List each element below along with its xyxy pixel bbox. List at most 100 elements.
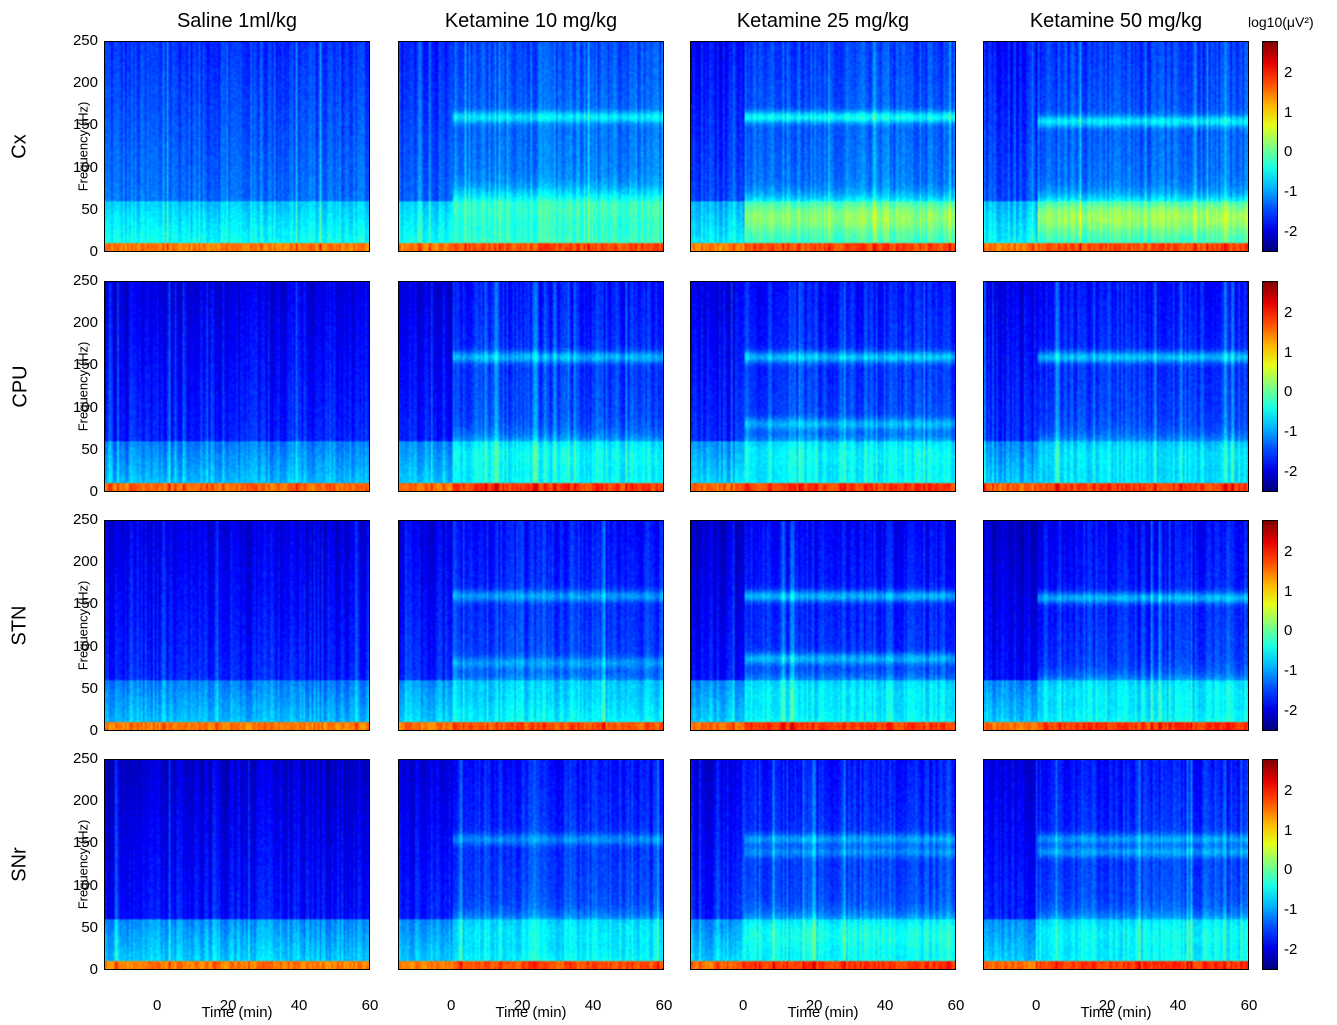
y-tick-label: 100 — [72, 158, 98, 176]
row-label: Cx — [0, 133, 40, 159]
y-tick-label: 50 — [81, 440, 98, 458]
x-axis-label: Time (min) — [787, 1004, 859, 1021]
spectrogram-canvas — [399, 42, 663, 251]
x-tick-label: 20 — [219, 997, 237, 1014]
x-tick-label: 0 — [1032, 997, 1041, 1014]
colorbar-tick-label: -2 — [1284, 223, 1298, 241]
colorbar-tick-label: -2 — [1284, 941, 1298, 959]
colorbar-tick-label: 1 — [1284, 343, 1293, 361]
spectrogram-canvas — [105, 42, 369, 251]
y-axis-label-text: Frequency (Hz) — [75, 819, 91, 909]
spectrogram-panel — [398, 281, 664, 492]
y-tick-label: 200 — [72, 74, 98, 92]
spectrogram-canvas — [399, 282, 663, 491]
spectrogram-panel — [690, 520, 956, 731]
y-tick-label: 50 — [81, 918, 98, 936]
x-tick-label: 60 — [1240, 997, 1258, 1014]
spectrogram-canvas — [691, 760, 955, 969]
x-tick-label: 0 — [447, 997, 456, 1014]
x-tick-label: 40 — [876, 997, 894, 1014]
y-tick-label: 250 — [72, 272, 98, 289]
spectrogram-panel — [690, 41, 956, 252]
y-tick-label: 150 — [72, 595, 98, 613]
y-tick-label: 0 — [89, 483, 98, 500]
colorbar-tick-label: 1 — [1284, 821, 1293, 839]
y-tick-label: 150 — [72, 834, 98, 852]
x-tick-label: 20 — [1098, 997, 1116, 1014]
colorbar — [1262, 281, 1278, 492]
y-axis-label: Frequency (Hz) — [38, 819, 90, 909]
x-axis-label: Time (min) — [1080, 1004, 1152, 1021]
colorbar-tick-label: -1 — [1284, 183, 1298, 201]
colorbar-tick-label: 2 — [1284, 781, 1293, 799]
colorbar-tick-label: -1 — [1284, 423, 1298, 441]
colorbar — [1262, 759, 1278, 970]
spectrogram-canvas — [984, 760, 1248, 969]
spectrogram-panel — [398, 41, 664, 252]
y-tick-label: 100 — [72, 398, 98, 416]
x-tick-label: 20 — [513, 997, 531, 1014]
spectrogram-panel — [104, 759, 370, 970]
column-title: Saline 1ml/kg — [176, 10, 298, 32]
colorbar-tick-label: 0 — [1284, 861, 1293, 879]
spectrogram-canvas — [984, 521, 1248, 730]
y-tick-label: 100 — [72, 876, 98, 894]
spectrogram-panel — [983, 520, 1249, 731]
colorbar — [1262, 520, 1278, 731]
x-tick-label: 40 — [1169, 997, 1187, 1014]
colorbar-tick-label: 0 — [1284, 143, 1293, 161]
y-tick-label: 250 — [72, 750, 98, 767]
spectrogram-canvas — [105, 521, 369, 730]
spectrogram-canvas — [691, 521, 955, 730]
spectrogram-panel — [104, 281, 370, 492]
x-axis-label: Time (min) — [495, 1004, 567, 1021]
y-axis-label-text: Frequency (Hz) — [75, 101, 91, 191]
colorbar-tick-label: 0 — [1284, 383, 1293, 401]
row-label: SNr — [0, 847, 40, 881]
x-tick-label: 20 — [805, 997, 823, 1014]
colorbar-tick-label: -2 — [1284, 702, 1298, 720]
x-tick-label: 60 — [947, 997, 965, 1014]
x-tick-label: 60 — [655, 997, 673, 1014]
y-tick-label: 0 — [89, 243, 98, 260]
spectrogram-canvas — [691, 282, 955, 491]
column-title: Ketamine 10 mg/kg — [444, 10, 618, 32]
colorbar-label: log10(μV²) — [1248, 14, 1314, 30]
spectrogram-canvas — [105, 282, 369, 491]
row-label: STN — [0, 605, 40, 645]
row-label-text: Cx — [8, 133, 31, 159]
colorbar-tick-label: -2 — [1284, 463, 1298, 481]
x-tick-label: 40 — [290, 997, 308, 1014]
spectrogram-panel — [983, 41, 1249, 252]
y-axis-label-text: Frequency (Hz) — [75, 580, 91, 670]
y-tick-label: 0 — [89, 961, 98, 978]
column-title: Ketamine 50 mg/kg — [1029, 10, 1203, 32]
x-tick-label: 0 — [153, 997, 162, 1014]
row-label: CPU — [0, 365, 40, 407]
y-axis-label: Frequency (Hz) — [38, 580, 90, 670]
colorbar-tick-label: 2 — [1284, 63, 1293, 81]
y-tick-label: 150 — [72, 116, 98, 134]
x-axis-label: Time (min) — [201, 1004, 273, 1021]
colorbar-tick-label: 2 — [1284, 303, 1293, 321]
spectrogram-canvas — [691, 42, 955, 251]
colorbar-tick-label: 1 — [1284, 103, 1293, 121]
row-label-text: CPU — [9, 364, 32, 408]
y-tick-label: 150 — [72, 356, 98, 374]
y-tick-label: 200 — [72, 553, 98, 571]
y-axis-label: Frequency (Hz) — [38, 101, 90, 191]
colorbar-tick-label: 0 — [1284, 622, 1293, 640]
spectrogram-panel — [398, 520, 664, 731]
spectrogram-panel — [104, 520, 370, 731]
y-tick-label: 200 — [72, 314, 98, 332]
column-title: Ketamine 25 mg/kg — [736, 10, 910, 32]
x-tick-label: 0 — [739, 997, 748, 1014]
colorbar — [1262, 41, 1278, 252]
spectrogram-panel — [690, 759, 956, 970]
y-tick-label: 50 — [81, 200, 98, 218]
y-tick-label: 250 — [72, 32, 98, 49]
y-tick-label: 200 — [72, 792, 98, 810]
row-label-text: STN — [8, 605, 31, 645]
spectrogram-canvas — [984, 42, 1248, 251]
